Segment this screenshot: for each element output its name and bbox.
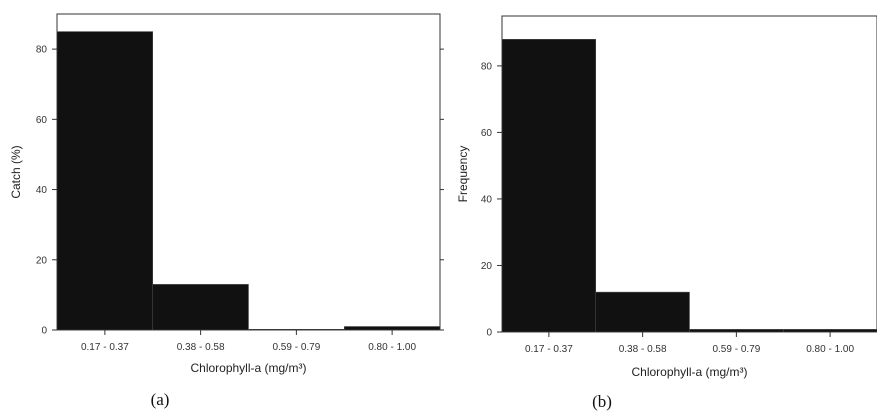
panel-label-b: (b) [592,392,612,411]
panel-label-a: (a) [151,390,170,409]
bar-a-3 [344,326,441,331]
x-tick-label-a-2: 0.59 - 0.79 [272,342,320,353]
x-tick-label-b-0: 0.17 - 0.37 [525,344,573,355]
y-tick-label-a-3: 60 [36,115,48,126]
y-tick-label-b-2: 40 [481,194,493,205]
y-tick-label-b-0: 0 [486,328,492,339]
bar-b-0 [501,39,596,333]
y-tick-label-b-4: 80 [481,61,493,72]
chart-panel-b: 0 20 40 60 80 0.17 - 0.37 0.38 - 0.58 0.59 - 0… [456,15,877,411]
x-axis-label-a: Chlorophyll-a (mg/m³) [190,361,306,375]
y-tick-label-a-1: 20 [36,255,48,266]
y-tick-label-a-4: 80 [36,45,48,56]
bar-b-3 [783,329,877,333]
bar-b-2 [689,329,784,333]
y-tick-label-b-1: 20 [481,261,493,272]
y-tick-label-a-0: 0 [41,326,47,337]
bar-b-1 [595,291,690,333]
y-axis-label-b: Frequency [456,146,470,203]
y-axis-label-a: Catch (%) [9,145,23,198]
x-tick-label-b-3: 0.80 - 1.00 [806,344,854,355]
x-tick-label-a-0: 0.17 - 0.37 [81,342,129,353]
y-tick-label-a-2: 40 [36,185,48,196]
bar-a-0 [56,31,153,331]
bar-a-1 [152,284,249,331]
x-tick-label-a-1: 0.38 - 0.58 [177,342,225,353]
x-tick-label-a-3: 0.80 - 1.00 [368,342,416,353]
y-tick-label-b-3: 60 [481,128,493,139]
x-tick-label-b-1: 0.38 - 0.58 [619,344,667,355]
x-axis-label-b: Chlorophyll-a (mg/m³) [631,365,747,379]
x-tick-label-b-2: 0.59 - 0.79 [712,344,760,355]
chart-panel-a: 0 20 40 60 80 0.17 - 0.37 0.38 - 0.58 0.59 - 0… [9,13,444,409]
